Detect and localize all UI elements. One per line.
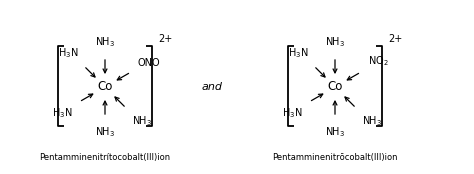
Text: NH$_3$: NH$_3$ — [95, 35, 115, 49]
Text: NO$_2$: NO$_2$ — [368, 54, 389, 68]
Text: NH$_3$: NH$_3$ — [132, 114, 152, 128]
Text: Pentamminenitrōcobalt(III)ion: Pentamminenitrōcobalt(III)ion — [272, 153, 398, 162]
Text: ONO: ONO — [138, 58, 161, 68]
Text: NH$_3$: NH$_3$ — [325, 125, 345, 139]
Text: H$_3$N: H$_3$N — [288, 46, 308, 60]
Text: Co: Co — [328, 81, 343, 93]
Text: Pentamminenitrítocobalt(III)ion: Pentamminenitrítocobalt(III)ion — [39, 153, 171, 162]
Text: and: and — [201, 82, 222, 92]
Text: 2+: 2+ — [388, 34, 402, 44]
Text: Co: Co — [97, 81, 113, 93]
Text: NH$_3$: NH$_3$ — [362, 114, 382, 128]
Text: H$_3$N: H$_3$N — [282, 106, 302, 120]
Text: NH$_3$: NH$_3$ — [325, 35, 345, 49]
Text: H$_3$N: H$_3$N — [58, 46, 78, 60]
Text: 2+: 2+ — [158, 34, 172, 44]
Text: H$_3$N: H$_3$N — [52, 106, 72, 120]
Text: NH$_3$: NH$_3$ — [95, 125, 115, 139]
